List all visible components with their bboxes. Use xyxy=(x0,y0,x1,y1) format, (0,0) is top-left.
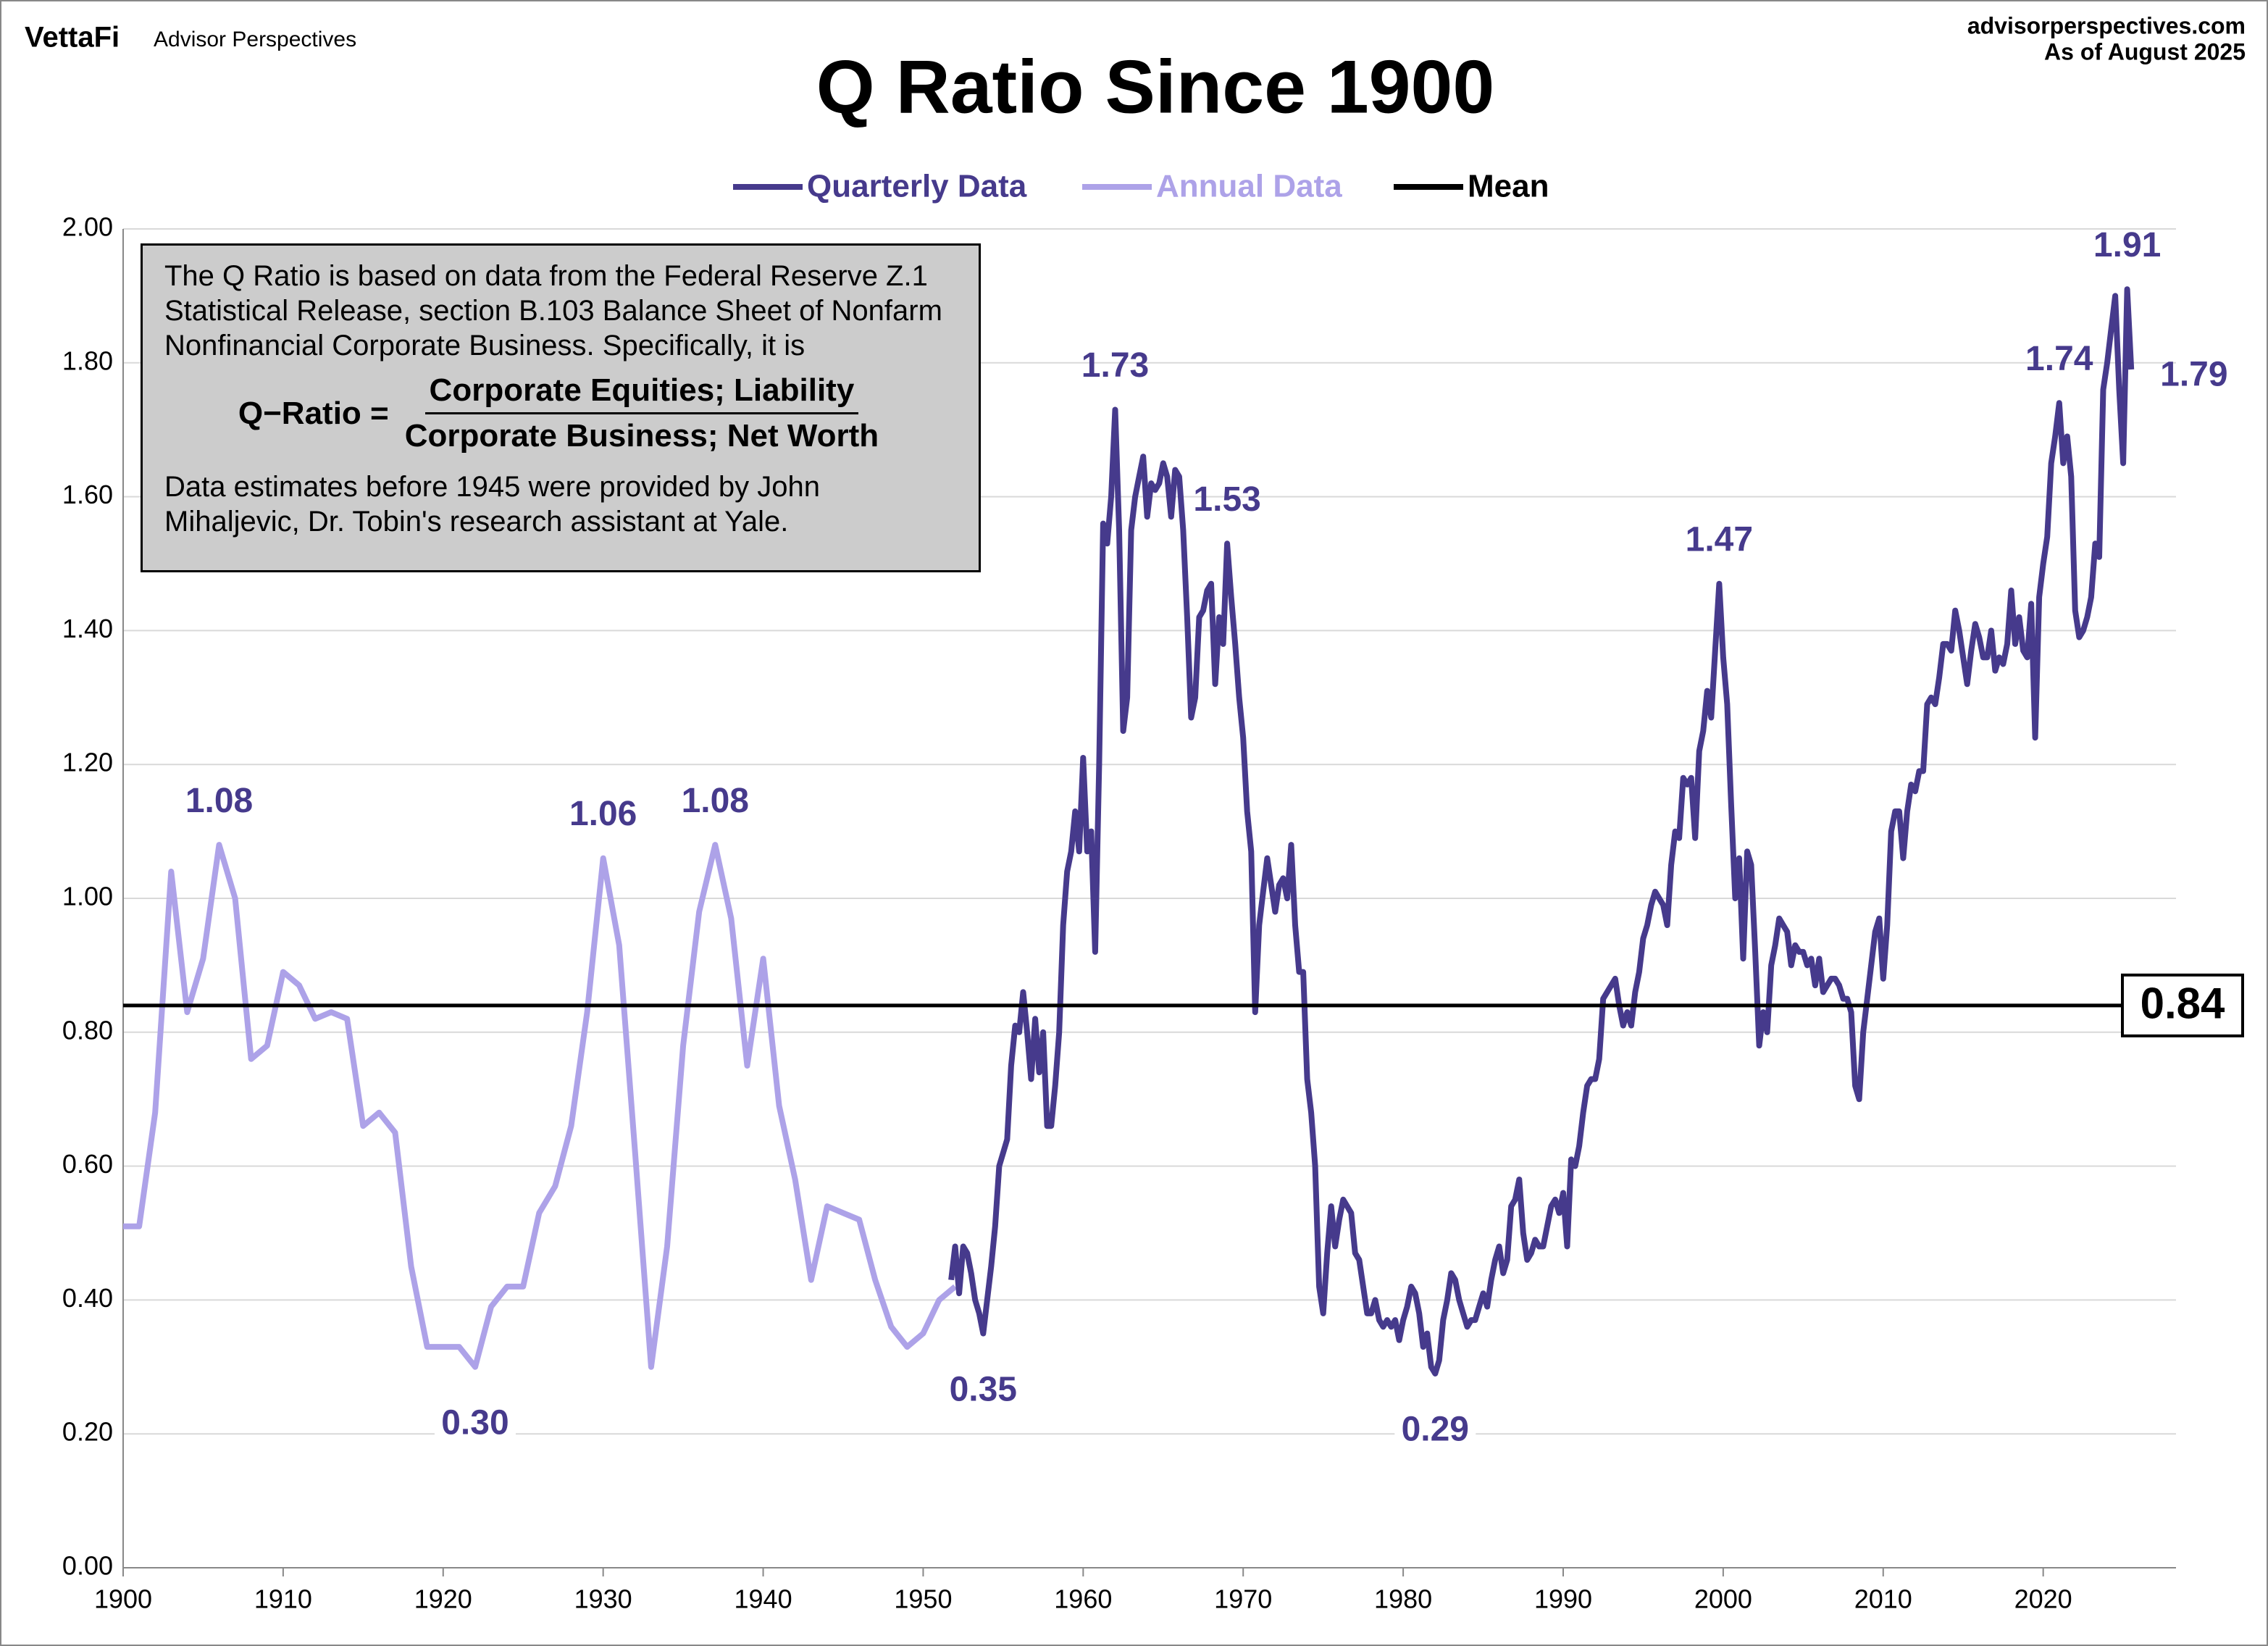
brand: VettaFi xyxy=(25,22,120,54)
series-line xyxy=(948,286,2135,1376)
annotation: 1.73 xyxy=(1081,346,1149,385)
annotation: 0.35 xyxy=(950,1370,1017,1408)
x-tick-label: 1950 xyxy=(894,1584,952,1614)
annotation: 1.74 xyxy=(2025,340,2093,378)
plot xyxy=(123,286,2135,1376)
info-text: The Q Ratio is based on data from the Fe… xyxy=(164,260,942,362)
series-line xyxy=(123,842,958,1370)
site: advisorperspectives.com xyxy=(1967,12,2246,38)
mean-box xyxy=(2121,973,2244,1037)
annotation: 1.08 xyxy=(682,782,749,820)
annotation: 1.53 xyxy=(1193,480,1260,519)
fraction: Corporate Equities; Liability Corporate … xyxy=(401,373,883,454)
y-tick-label: 1.00 xyxy=(62,882,113,911)
y-tick-label: 1.80 xyxy=(62,346,113,375)
y-tick-label: 2.00 xyxy=(62,212,113,242)
x-tick-label: 1900 xyxy=(94,1584,152,1614)
annotation-bg xyxy=(942,1369,1024,1413)
legend-label: Annual Data xyxy=(1156,169,1342,204)
y-tick-label: 0.20 xyxy=(62,1417,113,1447)
brand-sub: Advisor Perspectives xyxy=(154,28,356,51)
annotation: 1.47 xyxy=(1686,520,1753,559)
annotation: 1.06 xyxy=(569,795,637,833)
y-tick-label: 1.20 xyxy=(62,748,113,777)
grid: 0.00 0.20 0.40 0.60 0.80 1.00 1.20 1.40 1.60 1.80… xyxy=(62,212,2176,1614)
x-tick-label: 2010 xyxy=(1854,1584,1912,1614)
annotation: 0.29 xyxy=(1402,1411,1469,1449)
chart-title: Q Ratio Since 1900 xyxy=(816,45,1494,129)
x-tick-label: 1990 xyxy=(1534,1584,1592,1614)
y-tick-label: 1.60 xyxy=(62,480,113,509)
as-of: As of August 2025 xyxy=(2044,38,2246,64)
annotation-bg xyxy=(1394,1410,1476,1454)
denominator: Corporate Business; Net Worth xyxy=(404,418,879,454)
overlay: 0.84 1.08 0.30 1.06 1.08 0.35 1.73 1.53 0.29 1.47… xyxy=(123,169,2244,1454)
legend-label: Mean xyxy=(1468,169,1549,204)
y-tick-label: 0.40 xyxy=(62,1283,113,1313)
formula: Q−Ratio = Corporate Equities; Liability … xyxy=(164,373,957,454)
annotation: 1.91 xyxy=(2093,226,2161,264)
info-box: The Q Ratio is based on data from the Fe… xyxy=(141,243,981,572)
x-tick-label: 1980 xyxy=(1374,1584,1432,1614)
x-tick-label: 2020 xyxy=(2014,1584,2072,1614)
x-tick-label: 1930 xyxy=(574,1584,632,1614)
x-tick-label: 1910 xyxy=(254,1584,312,1614)
legend-label: Quarterly Data xyxy=(807,169,1027,204)
annotation: 1.08 xyxy=(185,782,253,820)
y-tick-label: 0.00 xyxy=(62,1551,113,1581)
y-tick-label: 1.40 xyxy=(62,614,113,643)
mean-label: 0.84 xyxy=(2141,979,2225,1028)
numerator: Corporate Equities; Liability xyxy=(424,373,859,414)
annotation: 1.79 xyxy=(2160,356,2227,394)
x-tick-label: 1970 xyxy=(1214,1584,1272,1614)
annotation: 0.30 xyxy=(441,1403,509,1442)
x-tick-label: 1940 xyxy=(735,1584,792,1614)
y-tick-label: 0.80 xyxy=(62,1015,113,1045)
x-tick-label: 1920 xyxy=(414,1584,472,1614)
annotation-bg xyxy=(434,1403,516,1447)
info-text: Data estimates before 1945 were provided… xyxy=(164,471,820,538)
x-tick-label: 2000 xyxy=(1694,1584,1752,1614)
formula-label: Q−Ratio = xyxy=(238,395,389,431)
x-tick-label: 1960 xyxy=(1054,1584,1112,1614)
y-tick-label: 0.60 xyxy=(62,1149,113,1179)
